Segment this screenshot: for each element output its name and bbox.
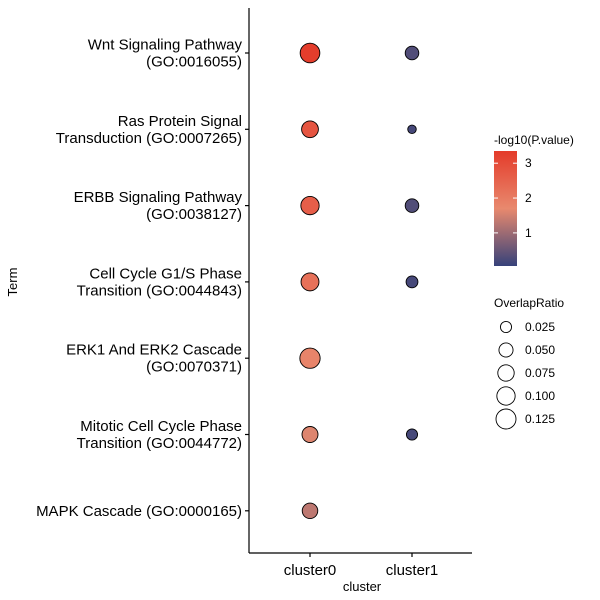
size-legend-items: 0.025 0.050 0.075 0.100 0.125 bbox=[495, 320, 555, 430]
data-point bbox=[405, 275, 419, 289]
data-point bbox=[299, 42, 321, 64]
size-legend-label: 0.100 bbox=[525, 389, 555, 403]
y-axis-ticks: Wnt Signaling Pathway(GO:0016055) Ras Pro… bbox=[36, 37, 249, 520]
size-legend-circle bbox=[495, 408, 517, 430]
data-point bbox=[407, 124, 417, 135]
size-legend-circle bbox=[497, 364, 515, 382]
x-axis-ticks: cluster0 cluster1 bbox=[284, 553, 439, 579]
term-label: ERBB Signaling Pathway bbox=[74, 189, 243, 206]
term-label: ERK1 And ERK2 Cascade bbox=[66, 342, 242, 359]
size-legend-label: 0.125 bbox=[525, 412, 555, 426]
data-point bbox=[300, 195, 320, 216]
term-label: Mitotic Cell Cycle Phase bbox=[80, 418, 242, 435]
color-legend-ticks: 1 2 3 bbox=[494, 156, 532, 240]
term-label: Ras Protein Signal bbox=[118, 113, 242, 130]
size-legend: OverlapRatio 0.025 0.050 0.075 0.100 0.125 bbox=[494, 296, 564, 430]
size-legend-label: 0.050 bbox=[525, 343, 555, 357]
data-point bbox=[405, 428, 419, 441]
term-label: Transduction (GO:0007265) bbox=[56, 130, 242, 147]
size-legend-title: OverlapRatio bbox=[494, 296, 564, 310]
size-legend-circle bbox=[499, 320, 513, 334]
color-tick-label: 3 bbox=[525, 156, 532, 170]
x-tick-label: cluster0 bbox=[284, 562, 337, 579]
term-label: MAPK Cascade (GO:0000165) bbox=[36, 503, 242, 520]
size-legend-circle bbox=[496, 386, 516, 406]
size-legend-label: 0.075 bbox=[525, 366, 555, 380]
data-point bbox=[301, 502, 319, 520]
color-legend: -log10(P.value) 1 2 3 bbox=[494, 133, 574, 266]
term-label: Wnt Signaling Pathway bbox=[88, 37, 243, 54]
data-points bbox=[299, 42, 420, 520]
color-legend-title: -log10(P.value) bbox=[494, 133, 574, 147]
term-label: (GO:0070371) bbox=[146, 359, 242, 376]
color-tick-label: 2 bbox=[525, 191, 532, 205]
y-axis-title: Term bbox=[5, 268, 20, 297]
size-legend-label: 0.025 bbox=[525, 320, 555, 334]
term-label: (GO:0016055) bbox=[146, 54, 242, 71]
data-point bbox=[301, 120, 319, 139]
term-label: Cell Cycle G1/S Phase bbox=[89, 265, 242, 282]
data-point bbox=[300, 272, 320, 292]
color-legend-bar bbox=[494, 151, 517, 266]
data-point bbox=[299, 347, 321, 369]
data-point bbox=[404, 45, 420, 61]
color-tick-label: 1 bbox=[525, 226, 532, 240]
term-label: Transition (GO:0044843) bbox=[77, 282, 242, 299]
term-label: (GO:0038127) bbox=[146, 206, 242, 223]
data-point bbox=[301, 426, 319, 443]
term-label: Transition (GO:0044772) bbox=[77, 435, 242, 452]
x-axis-title: cluster bbox=[343, 579, 382, 594]
x-tick-label: cluster1 bbox=[386, 562, 439, 579]
data-point bbox=[404, 198, 420, 213]
size-legend-circle bbox=[498, 342, 514, 358]
